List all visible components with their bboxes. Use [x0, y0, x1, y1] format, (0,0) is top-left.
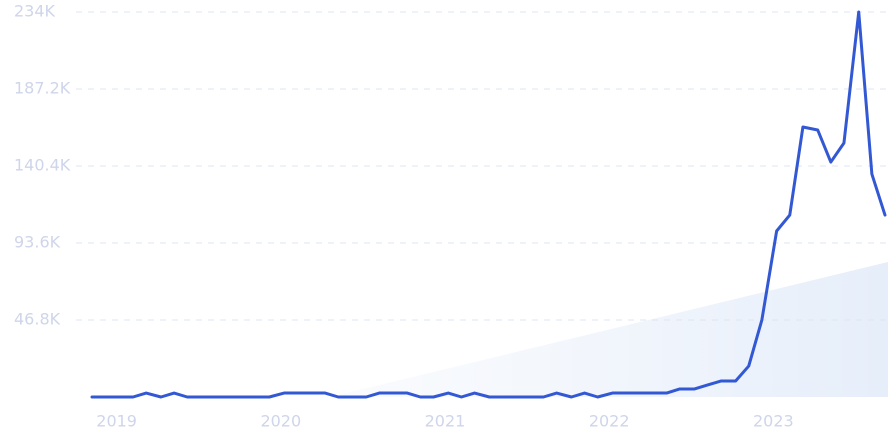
trend-line — [90, 10, 887, 399]
plot — [90, 10, 887, 399]
y-tick-label: 46.8K — [14, 310, 61, 329]
x-tick-label: 2023 — [753, 412, 794, 431]
labels: 46.8K 93.6K 140.4K 187.2K 234K 2019 2020 2021 20… — [14, 2, 794, 431]
x-tick-label: 2022 — [589, 412, 630, 431]
grid — [76, 11, 888, 321]
x-tick-label: 2021 — [425, 412, 466, 431]
x-tick-label: 2020 — [260, 412, 301, 431]
y-tick-label: 140.4K — [14, 156, 71, 175]
trend-wedge — [330, 262, 888, 397]
y-tick-label: 187.2K — [14, 79, 71, 98]
x-tick-label: 2019 — [96, 412, 137, 431]
y-tick-label: 234K — [14, 2, 56, 21]
y-tick-label: 93.6K — [14, 233, 61, 252]
